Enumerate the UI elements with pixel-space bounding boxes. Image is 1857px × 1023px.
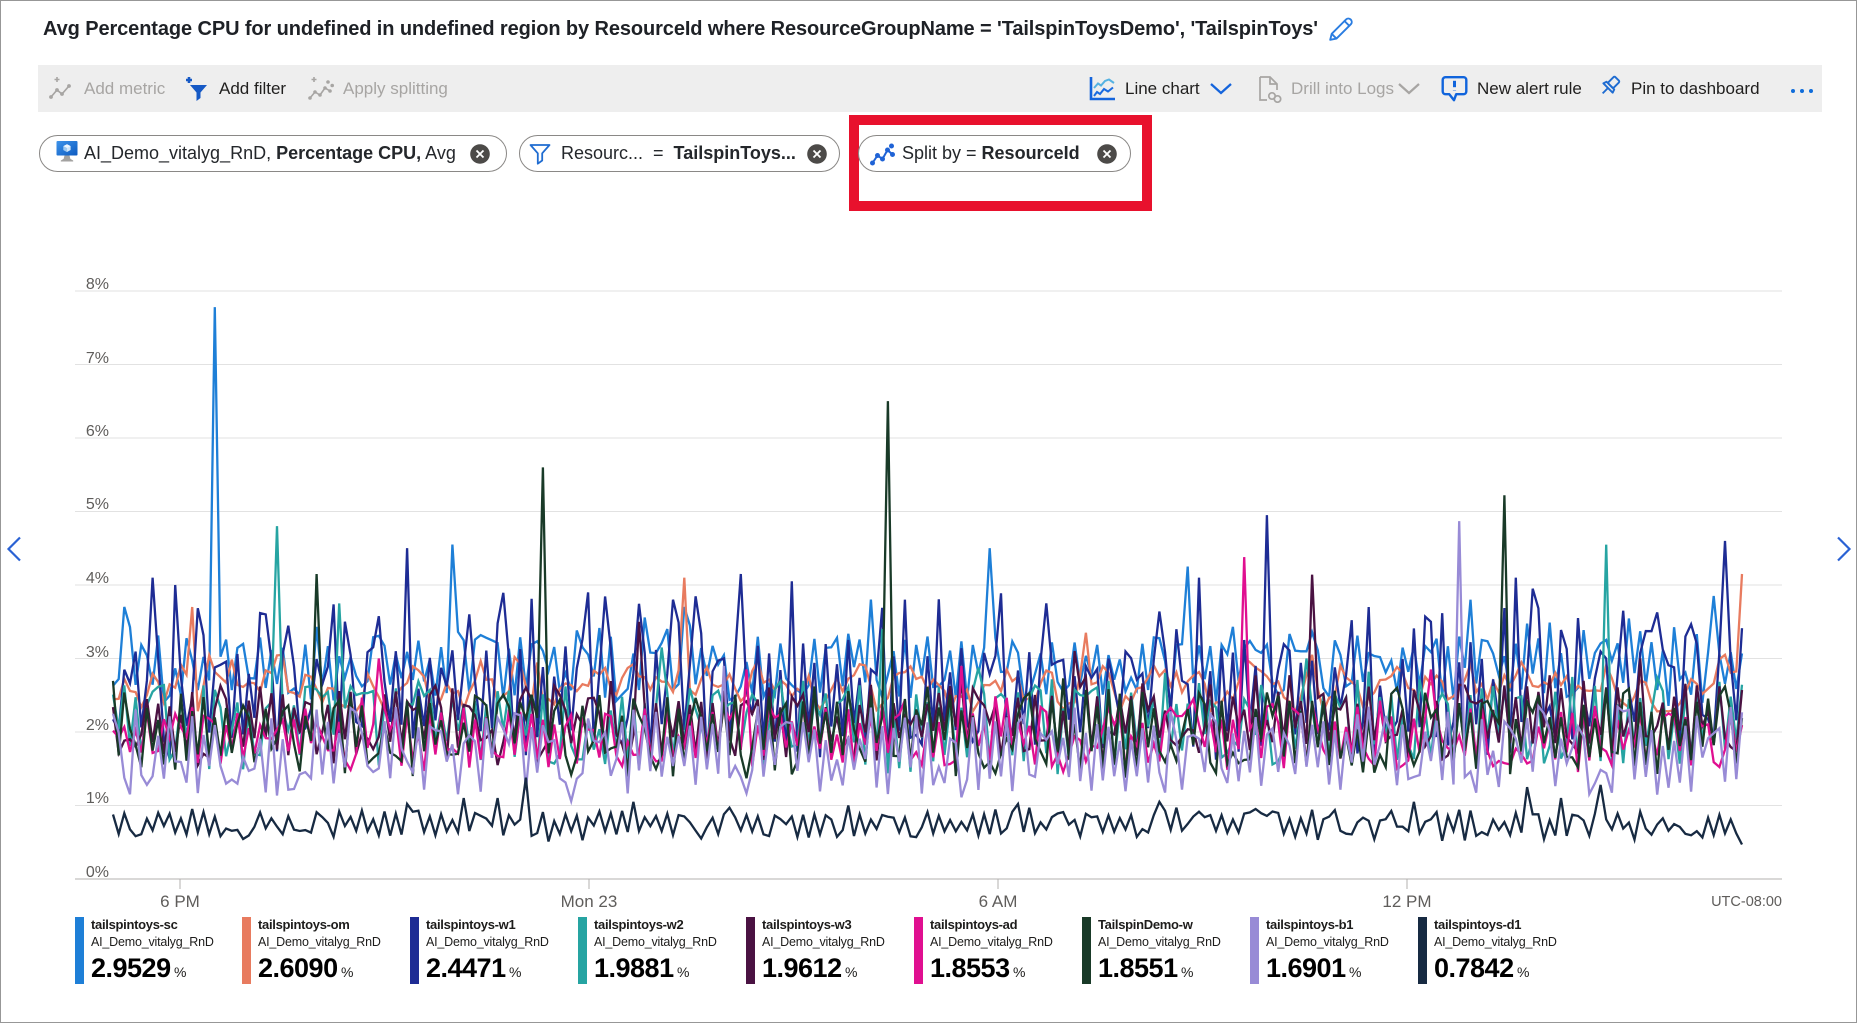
svg-text:UTC-08:00: UTC-08:00 bbox=[1711, 894, 1782, 910]
svg-text:3%: 3% bbox=[86, 644, 109, 661]
svg-text:2%: 2% bbox=[86, 717, 109, 734]
svg-text:12 PM: 12 PM bbox=[1382, 892, 1431, 911]
svg-text:6 AM: 6 AM bbox=[979, 892, 1018, 911]
svg-text:Mon 23: Mon 23 bbox=[561, 892, 618, 911]
svg-text:0%: 0% bbox=[86, 864, 109, 881]
svg-text:6 PM: 6 PM bbox=[160, 892, 200, 911]
svg-text:6%: 6% bbox=[86, 423, 109, 440]
svg-text:8%: 8% bbox=[86, 276, 109, 293]
svg-text:5%: 5% bbox=[86, 496, 109, 513]
svg-text:1%: 1% bbox=[86, 790, 109, 807]
svg-text:7%: 7% bbox=[86, 350, 109, 367]
svg-text:4%: 4% bbox=[86, 570, 109, 587]
